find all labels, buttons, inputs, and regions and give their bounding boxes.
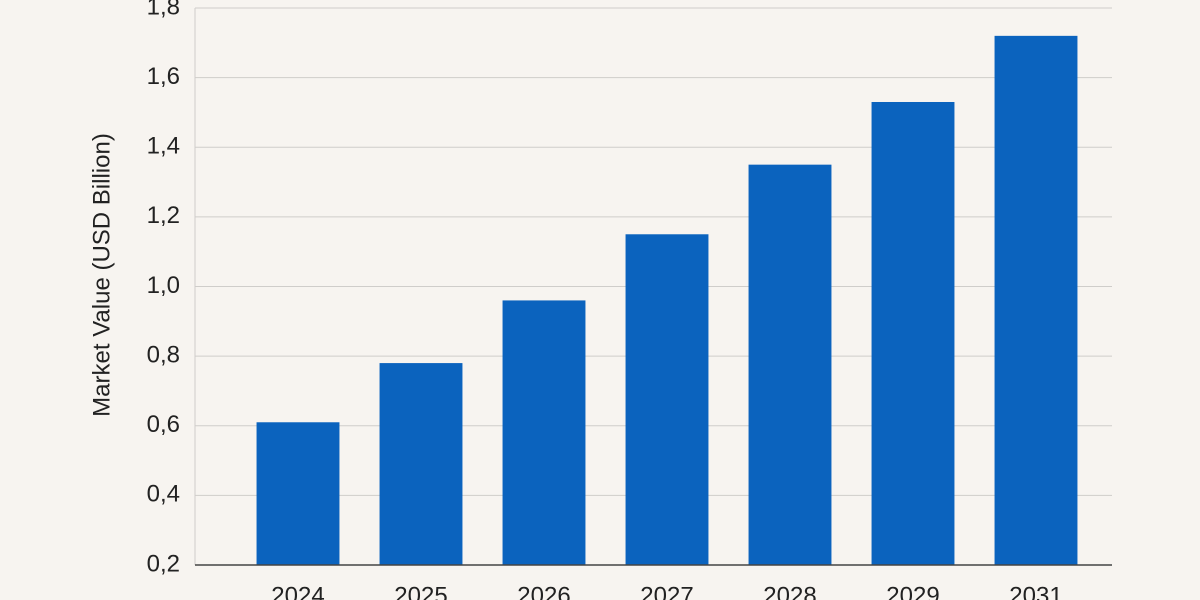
x-tick-label: 2025 [394, 582, 447, 600]
x-tick-label: 2028 [763, 582, 816, 600]
y-tick-label: 0,2 [147, 550, 180, 577]
x-tick-label: 2026 [517, 582, 570, 600]
bar [625, 234, 709, 565]
x-tick-label: 2031 [1009, 582, 1062, 600]
y-tick-label: 1,0 [147, 272, 180, 299]
y-tick-label: 0,6 [147, 411, 180, 438]
bar [256, 422, 340, 565]
bar [502, 300, 586, 565]
y-tick-label: 0,8 [147, 341, 180, 368]
x-tick-label: 2027 [640, 582, 693, 600]
bar [379, 363, 463, 565]
bar [748, 164, 832, 565]
y-tick-label: 0,4 [147, 481, 180, 508]
x-tick-label: 2024 [271, 582, 324, 600]
y-tick-label: 1,6 [147, 63, 180, 90]
bar [994, 35, 1078, 566]
y-axis-label: Market Value (USD Billion) [88, 133, 115, 417]
x-tick-label: 2029 [886, 582, 939, 600]
y-tick-label: 1,2 [147, 202, 180, 229]
bar [871, 101, 955, 566]
y-tick-label: 1,4 [147, 133, 180, 160]
y-tick-label: 1,8 [147, 0, 180, 20]
